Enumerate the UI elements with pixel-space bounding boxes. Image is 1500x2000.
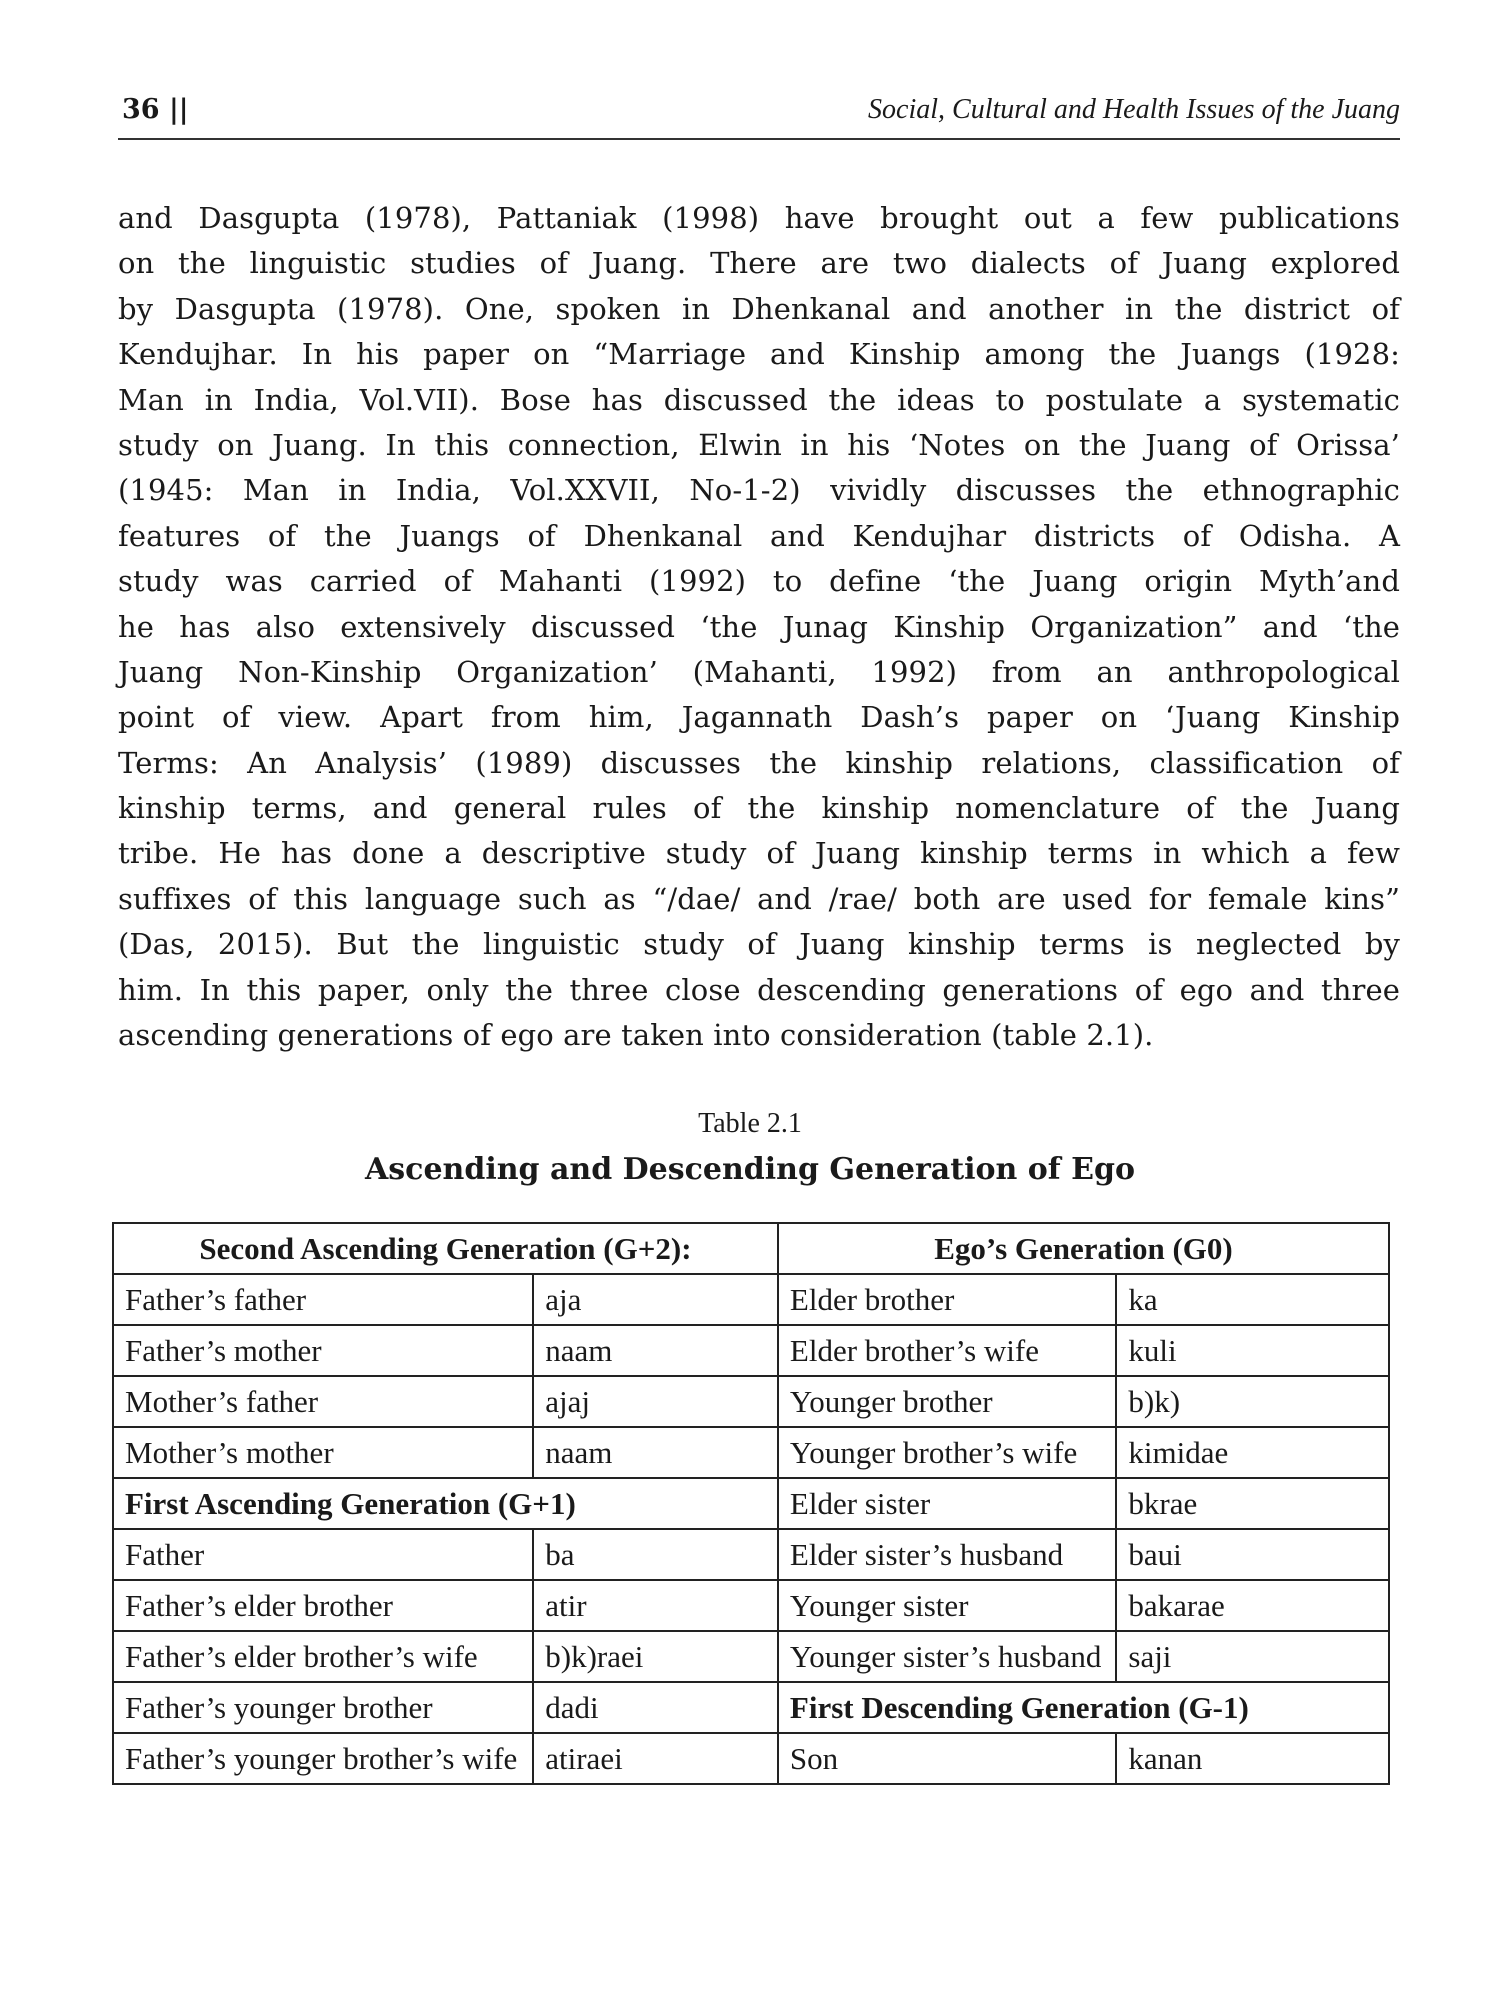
- term-cell: dadi: [532, 1681, 779, 1734]
- relation-cell: Father’s father: [111, 1273, 535, 1326]
- relation-cell: Father’s elder brother’s wife: [111, 1630, 535, 1683]
- text-line: kinship terms, and general rules of the …: [118, 791, 1400, 826]
- table-row: Father’s younger brother’s wife atiraei So…: [111, 1732, 1390, 1785]
- term-cell: ka: [1115, 1273, 1390, 1326]
- header-right: Ego’s Generation (G0): [776, 1222, 1391, 1275]
- relation-cell: Father’s younger brother: [111, 1681, 535, 1734]
- table-row: Mother’s mother naam Younger brother’s wif…: [111, 1426, 1390, 1479]
- table-title: Ascending and Descending Generation of E…: [365, 1152, 1135, 1187]
- text-line: Kendujhar. In his paper on “Marriage and…: [118, 337, 1400, 372]
- relation-cell: Mother’s mother: [111, 1426, 535, 1479]
- relation-cell: Son: [776, 1732, 1118, 1785]
- table-row: Mother’s father ajaj Younger brother b)k): [111, 1375, 1390, 1428]
- text-line: him. In this paper, only the three close…: [118, 972, 1400, 1007]
- relation-cell: Younger brother: [776, 1375, 1118, 1428]
- table-row: Father’s father aja Elder brother ka: [111, 1273, 1390, 1326]
- relation-cell: Younger brother’s wife: [776, 1426, 1118, 1479]
- term-cell: atiraei: [532, 1732, 779, 1785]
- table-row: First Ascending Generation (G+1) Elder si…: [112, 1477, 1390, 1530]
- term-cell: kuli: [1115, 1324, 1390, 1377]
- text-line: Man in India, Vol.VII). Bose has discuss…: [118, 382, 1400, 417]
- table-header-row: Second Ascending Generation (G+2): Ego’s…: [112, 1222, 1391, 1275]
- text-line: Terms: An Analysis’ (1989) discusses the…: [118, 745, 1400, 780]
- text-line: tribe. He has done a descriptive study o…: [118, 836, 1400, 871]
- table-label: Table 2.1: [698, 1108, 802, 1139]
- text-line: study was carried of Mahanti (1992) to d…: [118, 564, 1400, 599]
- term-cell: kimidae: [1115, 1426, 1390, 1479]
- relation-cell: Younger sister’s husband: [776, 1630, 1118, 1683]
- term-cell: aja: [532, 1273, 779, 1326]
- relation-cell: Elder brother’s wife: [776, 1324, 1118, 1377]
- text-line: by Dasgupta (1978). One, spoken in Dhenk…: [118, 291, 1400, 326]
- term-cell: b)k)raei: [532, 1630, 779, 1683]
- relation-cell: Elder sister’s husband: [776, 1528, 1118, 1581]
- table-row: Father’s mother naam Elder brother’s wife k…: [111, 1324, 1390, 1377]
- term-cell: saji: [1115, 1630, 1390, 1683]
- relation-cell: Father: [111, 1528, 535, 1581]
- text-line: ascending generations of ego are taken i…: [118, 1018, 1154, 1053]
- term-cell: baui: [1115, 1528, 1390, 1581]
- text-line: study on Juang. In this connection, Elwi…: [118, 427, 1400, 462]
- relation-cell: Mother’s father: [111, 1375, 535, 1428]
- body-paragraph: and Dasgupta (1978), Pattaniak (1998) ha…: [118, 196, 1400, 1058]
- header-left: Second Ascending Generation (G+2):: [112, 1222, 779, 1275]
- term-cell: bakarae: [1115, 1579, 1390, 1632]
- text-line: he has also extensively discussed ‘the J…: [118, 609, 1400, 644]
- table-row: Father’s elder brother’s wife b)k)raei You…: [111, 1630, 1390, 1683]
- text-line: on the linguistic studies of Juang. Ther…: [118, 246, 1400, 281]
- term-cell: ba: [532, 1528, 779, 1581]
- relation-cell: Father’s elder brother: [111, 1579, 535, 1632]
- section-heading: First Ascending Generation (G+1): [112, 1477, 779, 1530]
- section-heading: First Descending Generation (G-1): [776, 1681, 1391, 1734]
- term-cell: b)k): [1115, 1375, 1390, 1428]
- text-line: suffixes of this language such as “/dae/…: [118, 881, 1400, 916]
- table-row: Father ba Elder sister’s husband baui: [111, 1528, 1390, 1581]
- term-cell: atir: [532, 1579, 779, 1632]
- term-cell: naam: [532, 1426, 779, 1479]
- relation-cell: Father’s younger brother’s wife: [111, 1732, 535, 1785]
- term-cell: kanan: [1115, 1732, 1390, 1785]
- text-line: features of the Juangs of Dhenkanal and …: [118, 518, 1400, 553]
- page-number: 36 ||: [122, 94, 189, 125]
- term-cell: ajaj: [532, 1375, 779, 1428]
- text-line: and Dasgupta (1978), Pattaniak (1998) ha…: [118, 201, 1400, 235]
- kinship-table: Second Ascending Generation (G+2): Ego’s…: [111, 1222, 1391, 1785]
- table-row: Father’s elder brother atir Younger sister…: [111, 1579, 1390, 1632]
- running-title: Social, Cultural and Health Issues of th…: [868, 94, 1400, 125]
- term-cell: bkrae: [1115, 1477, 1390, 1530]
- text-line: point of view. Apart from him, Jagannath…: [118, 700, 1400, 735]
- relation-cell: Elder sister: [776, 1477, 1118, 1530]
- relation-cell: Younger sister: [776, 1579, 1118, 1632]
- text-line: (1945: Man in India, Vol.XXVII, No-1-2) …: [118, 473, 1400, 508]
- relation-cell: Elder brother: [776, 1273, 1118, 1326]
- table-row: Father’s younger brother dadi First Descen…: [111, 1681, 1391, 1734]
- relation-cell: Father’s mother: [111, 1324, 535, 1377]
- text-line: Juang Non-Kinship Organization’ (Mahanti…: [118, 654, 1400, 689]
- text-line: (Das, 2015). But the linguistic study of…: [118, 927, 1400, 962]
- running-header: 36 || Social, Cultural and Health Issues…: [118, 88, 1400, 140]
- term-cell: naam: [532, 1324, 779, 1377]
